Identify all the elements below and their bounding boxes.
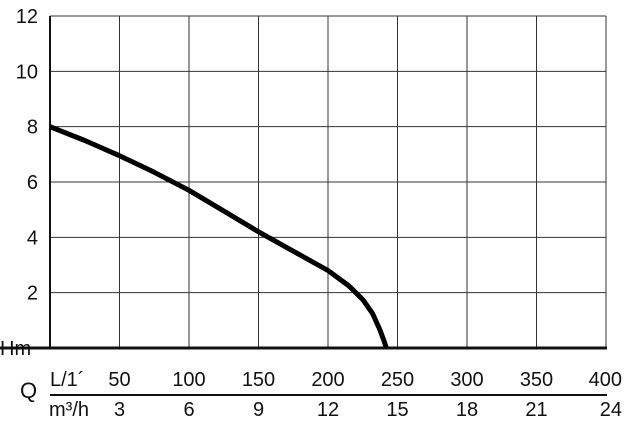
y-tick-label: 2 xyxy=(27,283,38,305)
x-axis-label: Q xyxy=(20,378,37,403)
x-tick-label-secondary: 24 xyxy=(600,399,622,421)
grid-lines xyxy=(50,16,606,348)
pump-curve-line xyxy=(49,124,389,349)
x-tick-label-primary: 250 xyxy=(381,369,414,391)
curve-layer xyxy=(49,124,389,349)
x-tick-label-secondary: 21 xyxy=(525,399,547,421)
x-tick-label-primary: 400 xyxy=(589,369,622,391)
y-tick-label: 8 xyxy=(27,117,38,139)
y-tick-label: 12 xyxy=(16,6,38,28)
x-tick-label-secondary: 6 xyxy=(183,399,194,421)
y-tick-label: 4 xyxy=(27,227,38,249)
x-tick-label-secondary: 3 xyxy=(114,399,125,421)
x-tick-label-primary: 200 xyxy=(311,369,344,391)
x-tick-label-primary: 150 xyxy=(242,369,275,391)
x-tick-label-secondary: 12 xyxy=(317,399,339,421)
x-tick-label-primary: 350 xyxy=(520,369,553,391)
x-tick-label-secondary: 9 xyxy=(253,399,264,421)
x-tick-label-secondary: 15 xyxy=(386,399,408,421)
x-unit-primary: L/1´ xyxy=(50,369,84,391)
x-tick-label-secondary: 18 xyxy=(456,399,478,421)
x-unit-secondary: m³/h xyxy=(49,399,89,421)
x-tick-label-primary: 300 xyxy=(450,369,483,391)
x-tick-label-primary: 100 xyxy=(172,369,205,391)
plot-frame xyxy=(0,15,607,396)
y-tick-label: 6 xyxy=(27,172,38,194)
y-axis-label: Hm xyxy=(0,338,31,360)
x-tick-label-primary: 50 xyxy=(108,369,130,391)
y-tick-label: 10 xyxy=(16,61,38,83)
